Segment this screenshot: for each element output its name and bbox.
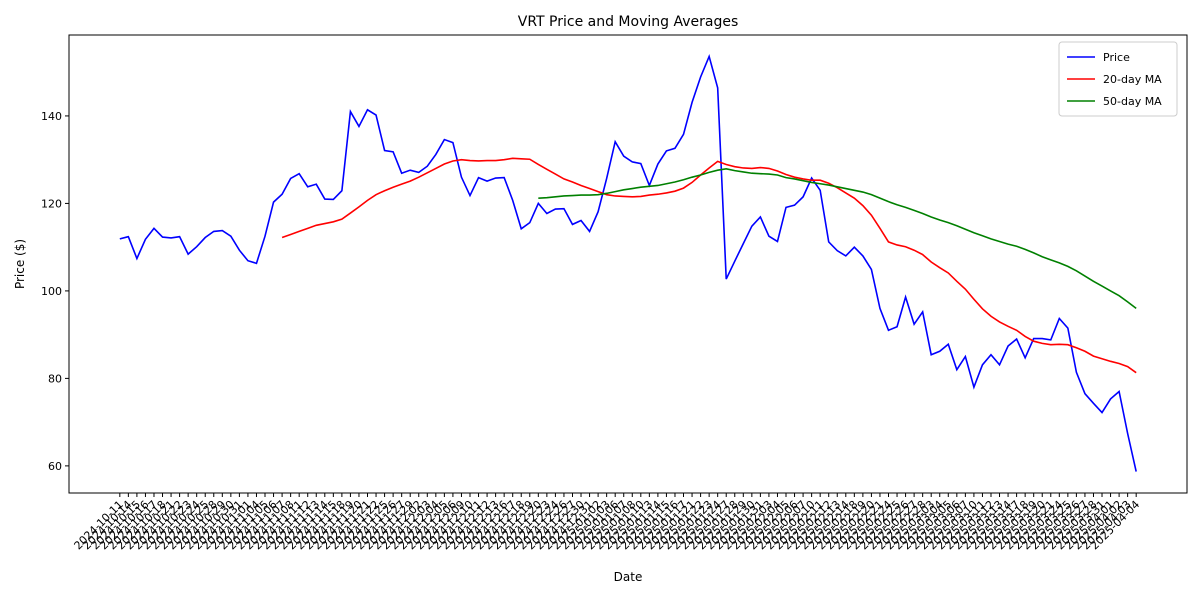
legend-label: 20-day MA bbox=[1103, 73, 1162, 86]
plot-frame bbox=[68, 34, 1188, 494]
legend-label: Price bbox=[1103, 51, 1130, 64]
y-tick-label: 60 bbox=[48, 460, 62, 473]
line-series bbox=[281, 157, 1137, 374]
chart-title: VRT Price and Moving Averages bbox=[518, 14, 739, 30]
y-tick-label: 80 bbox=[48, 372, 62, 385]
y-axis-label: Price ($) bbox=[13, 239, 27, 289]
legend-label: 50-day MA bbox=[1103, 95, 1162, 108]
legend-box bbox=[1058, 41, 1178, 117]
y-tick-label: 120 bbox=[41, 197, 62, 210]
y-tick-label: 100 bbox=[41, 285, 62, 298]
y-tick-label: 140 bbox=[41, 110, 62, 123]
line-series bbox=[119, 53, 1137, 472]
x-axis-label: Date bbox=[614, 570, 643, 584]
line-series bbox=[538, 168, 1137, 310]
